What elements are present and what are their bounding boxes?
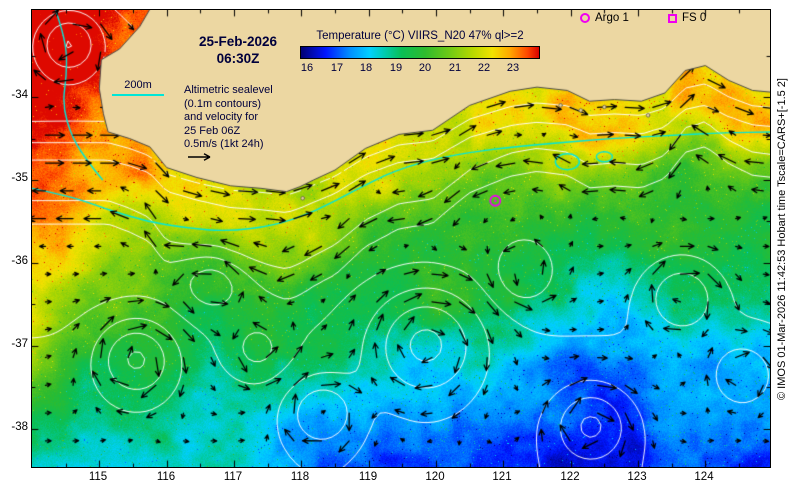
y-tick-label: -36	[11, 255, 28, 267]
fs-marker-icon	[668, 13, 677, 23]
argo-marker-icon	[580, 13, 590, 23]
info-line: Altimetric sealevel	[184, 84, 273, 96]
colorbar-tick-label: 16	[300, 62, 314, 74]
x-tick-label: 122	[560, 471, 580, 483]
colorbar-tick-label: 17	[330, 62, 344, 74]
copyright-watermark: © IMOS 01-Mar-2026 11:42:53 Hobart time …	[776, 78, 788, 400]
colorbar-title: Temperature (°C) VIIRS_N20 47% ql>=2	[316, 30, 524, 42]
time-text: 06:30Z	[216, 51, 260, 66]
altimetry-info-block: Altimetric sealevel (0.1m contours) and ve…	[184, 84, 273, 152]
map-canvas	[32, 10, 770, 467]
colorbar-tick-labels: 16 17 18 19 20 21 22 23	[300, 62, 540, 76]
x-tick-label: 118	[290, 471, 310, 483]
info-line: (0.1m contours)	[184, 97, 262, 110]
y-tick-label: -34	[11, 89, 28, 101]
info-line: 0.5m/s (1kt 24h)	[184, 138, 264, 150]
bathy-label: 200m	[124, 79, 152, 91]
y-tick-label: -35	[11, 172, 28, 184]
date-text: 25-Feb-2026	[198, 34, 278, 49]
bathymetry-key: 200m	[112, 79, 164, 96]
x-tick-label: 124	[694, 471, 714, 483]
colorbar-tick-label: 22	[477, 62, 491, 74]
colorbar-tick-label: 23	[506, 62, 520, 74]
colorbar-tick-label: 19	[389, 62, 403, 74]
x-tick-label: 119	[358, 471, 378, 483]
bathy-contour-sample-line	[112, 94, 164, 96]
x-tick-label: 121	[492, 471, 512, 483]
info-line: and velocity for	[184, 111, 258, 123]
legend-fs: FS 0	[668, 12, 706, 24]
timestamp-block: 25-Feb-2026 06:30Z	[178, 33, 298, 67]
x-tick-label: 123	[627, 471, 647, 483]
x-tick-label: 117	[223, 471, 243, 483]
map-frame	[31, 9, 771, 468]
x-tick-label: 120	[425, 471, 445, 483]
x-tick-label: 115	[88, 471, 108, 483]
x-tick-label: 116	[156, 471, 176, 483]
colorbar-tick-label: 21	[448, 62, 462, 74]
y-tick-label: -37	[11, 338, 28, 350]
argo-label: Argo 1	[595, 12, 629, 24]
y-tick-label: -38	[11, 421, 28, 433]
info-line: 25 Feb 06Z	[184, 124, 241, 137]
fs-label: FS 0	[682, 12, 707, 24]
colorbar-tick-label: 18	[359, 62, 373, 74]
legend-argo: Argo 1	[580, 12, 629, 24]
colorbar-gradient	[300, 46, 540, 59]
velocity-scale-arrow-icon	[188, 153, 211, 161]
colorbar-tick-label: 20	[418, 62, 432, 74]
